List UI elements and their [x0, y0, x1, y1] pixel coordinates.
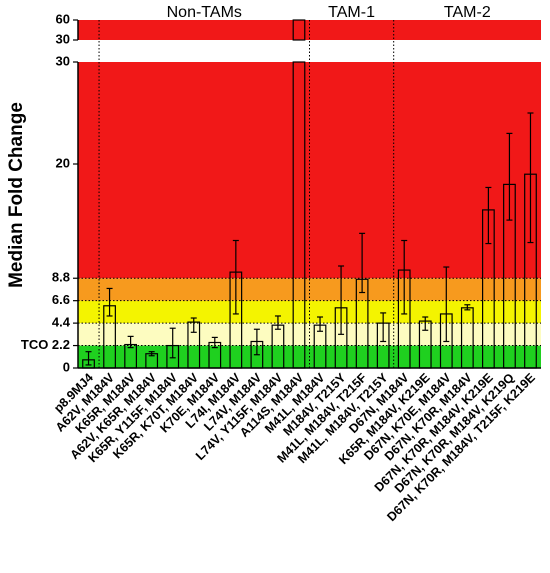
y-tick-label: 6.6 — [52, 292, 70, 307]
error-bar — [211, 336, 218, 349]
group-label: Non-TAMs — [167, 4, 242, 21]
group-label: TAM-2 — [444, 4, 491, 21]
error-bar — [464, 304, 471, 311]
group-label: TAM-1 — [328, 4, 375, 21]
error-bar — [169, 327, 176, 359]
band-upper — [78, 20, 541, 40]
y-tick-label: 20 — [56, 155, 70, 170]
error-bar — [338, 265, 345, 335]
error-bar — [127, 335, 134, 349]
y-tick-label-upper: 30 — [56, 31, 70, 46]
y-axis-label: Median Fold Change — [6, 102, 27, 288]
y-tick-label-upper: 60 — [56, 11, 70, 26]
error-bar — [380, 312, 387, 343]
error-bar — [317, 316, 324, 332]
y-tick-label: 4.4 — [52, 315, 71, 330]
error-bar — [443, 266, 450, 343]
error-bar — [106, 287, 113, 317]
error-bar — [253, 328, 260, 356]
error-bar — [359, 232, 366, 294]
error-bar — [527, 112, 534, 244]
y-tick-label: TCO 2.2 — [21, 337, 70, 352]
error-bar — [274, 315, 281, 330]
y-tick-label: 30 — [56, 53, 70, 68]
y-tick-label: 8.8 — [52, 270, 70, 285]
error-bar — [401, 239, 408, 315]
error-bar — [232, 239, 239, 315]
error-bar — [422, 316, 429, 331]
error-bar — [148, 351, 155, 357]
band — [78, 278, 541, 301]
error-bar — [485, 186, 492, 245]
bar-upper — [292, 19, 306, 41]
error-bar — [190, 317, 197, 333]
y-tick-label: 0 — [63, 359, 70, 374]
error-bar — [506, 132, 513, 221]
error-bar — [85, 351, 92, 366]
